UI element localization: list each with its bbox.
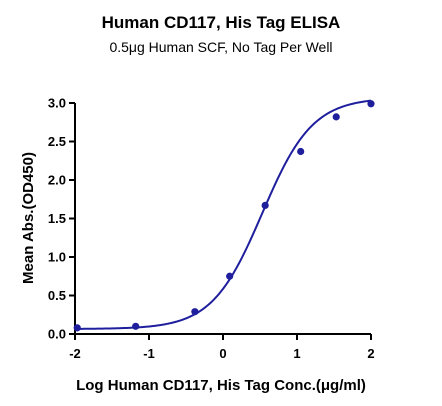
x-tick-label: 2 xyxy=(367,346,374,361)
data-point xyxy=(297,147,305,156)
y-tick-label: 2.0 xyxy=(48,173,66,188)
chart-subtitle: 0.5μg Human SCF, No Tag Per Well xyxy=(109,39,332,55)
axes xyxy=(74,103,371,335)
data-point xyxy=(191,308,199,316)
y-tick-label: 1.5 xyxy=(48,211,66,226)
chart-title: Human CD117, His Tag ELISA xyxy=(102,13,341,32)
data-point xyxy=(367,100,375,108)
fit-curve xyxy=(74,99,372,330)
y-axis-label: Mean Abs.(OD450) xyxy=(20,152,37,284)
x-axis-label: Log Human CD117, His Tag Conc.(μg/ml) xyxy=(76,377,366,394)
y-ticks: 0.0 0.5 1.0 1.5 2.0 2.5 3.0 xyxy=(48,96,75,342)
y-tick-label: 0.5 xyxy=(48,288,66,303)
y-tick-label: 1.0 xyxy=(48,250,66,265)
y-tick-label: 3.0 xyxy=(48,96,66,111)
x-tick-label: -1 xyxy=(143,346,155,361)
data-point xyxy=(226,272,234,280)
x-tick-label: -2 xyxy=(69,346,81,361)
plot-area xyxy=(73,99,375,332)
x-tick-label: 1 xyxy=(293,346,300,361)
data-point xyxy=(132,322,140,330)
data-point xyxy=(261,201,269,210)
x-ticks: -2 -1 0 1 2 xyxy=(69,334,375,361)
data-point xyxy=(332,113,340,121)
x-tick-label: 0 xyxy=(219,346,226,361)
y-tick-label: 0.0 xyxy=(48,327,66,342)
data-point xyxy=(73,324,81,332)
y-tick-label: 2.5 xyxy=(48,134,66,149)
